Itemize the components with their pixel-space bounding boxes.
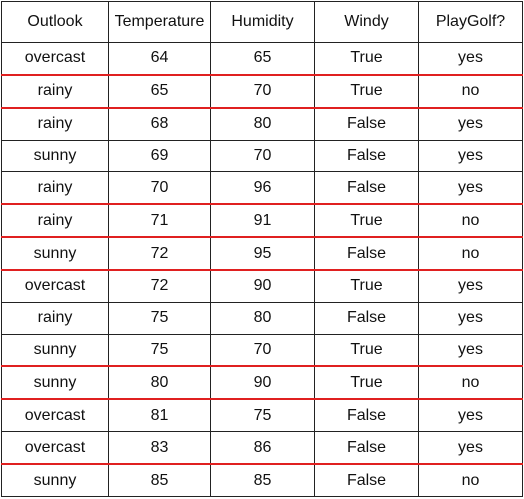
playgolf-cell: no (418, 203, 523, 239)
playgolf-cell: yes (418, 107, 523, 141)
playgolf-cell: yes (418, 333, 523, 368)
table-row: sunny 85 85 False no (1, 463, 523, 497)
windy-cell: False (314, 236, 419, 271)
humidity-cell: 80 (210, 301, 315, 335)
table-row: overcast 72 90 True yes (1, 269, 523, 303)
temperature-cell: 75 (108, 301, 211, 335)
table-row: rainy 70 96 False yes (1, 171, 523, 206)
table-row: rainy 75 80 False yes (1, 301, 523, 335)
header-outlook: Outlook (1, 1, 109, 43)
table-row: overcast 81 75 False yes (1, 398, 523, 433)
playgolf-cell: no (418, 236, 523, 271)
temperature-cell: 69 (108, 139, 211, 173)
header-row: Outlook Temperature Humidity Windy PlayG… (1, 1, 523, 43)
playgolf-cell: yes (418, 301, 523, 335)
playgolf-cell: yes (418, 269, 523, 303)
outlook-cell: sunny (1, 365, 109, 401)
outlook-cell: overcast (1, 41, 109, 76)
outlook-cell: overcast (1, 398, 109, 433)
humidity-cell: 86 (210, 431, 315, 466)
temperature-cell: 72 (108, 269, 211, 303)
temperature-cell: 70 (108, 171, 211, 206)
outlook-cell: sunny (1, 463, 109, 497)
humidity-cell: 65 (210, 41, 315, 76)
humidity-cell: 70 (210, 333, 315, 368)
temperature-cell: 81 (108, 398, 211, 433)
table-header: Outlook Temperature Humidity Windy PlayG… (1, 1, 523, 43)
temperature-cell: 85 (108, 463, 211, 497)
outlook-cell: rainy (1, 171, 109, 206)
windy-cell: False (314, 463, 419, 497)
windy-cell: False (314, 301, 419, 335)
playgolf-cell: yes (418, 398, 523, 433)
table-row: sunny 69 70 False yes (1, 139, 523, 173)
windy-cell: True (314, 74, 419, 109)
temperature-cell: 80 (108, 365, 211, 401)
temperature-cell: 68 (108, 107, 211, 141)
humidity-cell: 96 (210, 171, 315, 206)
table-body: overcast 64 65 True yes rainy 65 70 True no rainy 6… (1, 41, 523, 497)
temperature-cell: 75 (108, 333, 211, 368)
playgolf-cell: no (418, 463, 523, 497)
windy-cell: True (314, 203, 419, 239)
outlook-cell: rainy (1, 107, 109, 141)
playgolf-cell: no (418, 365, 523, 401)
playgolf-cell: no (418, 74, 523, 109)
playgolf-cell: yes (418, 41, 523, 76)
table-row: rainy 71 91 True no (1, 203, 523, 239)
windy-cell: True (314, 333, 419, 368)
outlook-cell: overcast (1, 269, 109, 303)
header-playgolf: PlayGolf? (418, 1, 523, 43)
temperature-cell: 83 (108, 431, 211, 466)
humidity-cell: 91 (210, 203, 315, 239)
humidity-cell: 95 (210, 236, 315, 271)
outlook-cell: rainy (1, 74, 109, 109)
header-humidity: Humidity (210, 1, 315, 43)
outlook-cell: sunny (1, 139, 109, 173)
humidity-cell: 70 (210, 74, 315, 109)
table-row: overcast 83 86 False yes (1, 431, 523, 466)
outlook-cell: rainy (1, 301, 109, 335)
humidity-cell: 75 (210, 398, 315, 433)
humidity-cell: 90 (210, 269, 315, 303)
table-row: sunny 75 70 True yes (1, 333, 523, 368)
temperature-cell: 71 (108, 203, 211, 239)
table-row: overcast 64 65 True yes (1, 41, 523, 76)
windy-cell: False (314, 107, 419, 141)
windy-cell: False (314, 398, 419, 433)
humidity-cell: 90 (210, 365, 315, 401)
table-row: rainy 65 70 True no (1, 74, 523, 109)
windy-cell: False (314, 139, 419, 173)
playgolf-cell: yes (418, 171, 523, 206)
windy-cell: True (314, 365, 419, 401)
temperature-cell: 72 (108, 236, 211, 271)
windy-cell: False (314, 431, 419, 466)
windy-cell: False (314, 171, 419, 206)
temperature-cell: 65 (108, 74, 211, 109)
outlook-cell: sunny (1, 236, 109, 271)
table-row: rainy 68 80 False yes (1, 107, 523, 141)
table-row: sunny 72 95 False no (1, 236, 523, 271)
windy-cell: True (314, 41, 419, 76)
outlook-cell: rainy (1, 203, 109, 239)
header-windy: Windy (314, 1, 419, 43)
windy-cell: True (314, 269, 419, 303)
temperature-cell: 64 (108, 41, 211, 76)
humidity-cell: 85 (210, 463, 315, 497)
playgolf-cell: yes (418, 139, 523, 173)
humidity-cell: 80 (210, 107, 315, 141)
header-temperature: Temperature (108, 1, 211, 43)
table-row: sunny 80 90 True no (1, 365, 523, 401)
outlook-cell: overcast (1, 431, 109, 466)
playgolf-cell: yes (418, 431, 523, 466)
humidity-cell: 70 (210, 139, 315, 173)
outlook-cell: sunny (1, 333, 109, 368)
